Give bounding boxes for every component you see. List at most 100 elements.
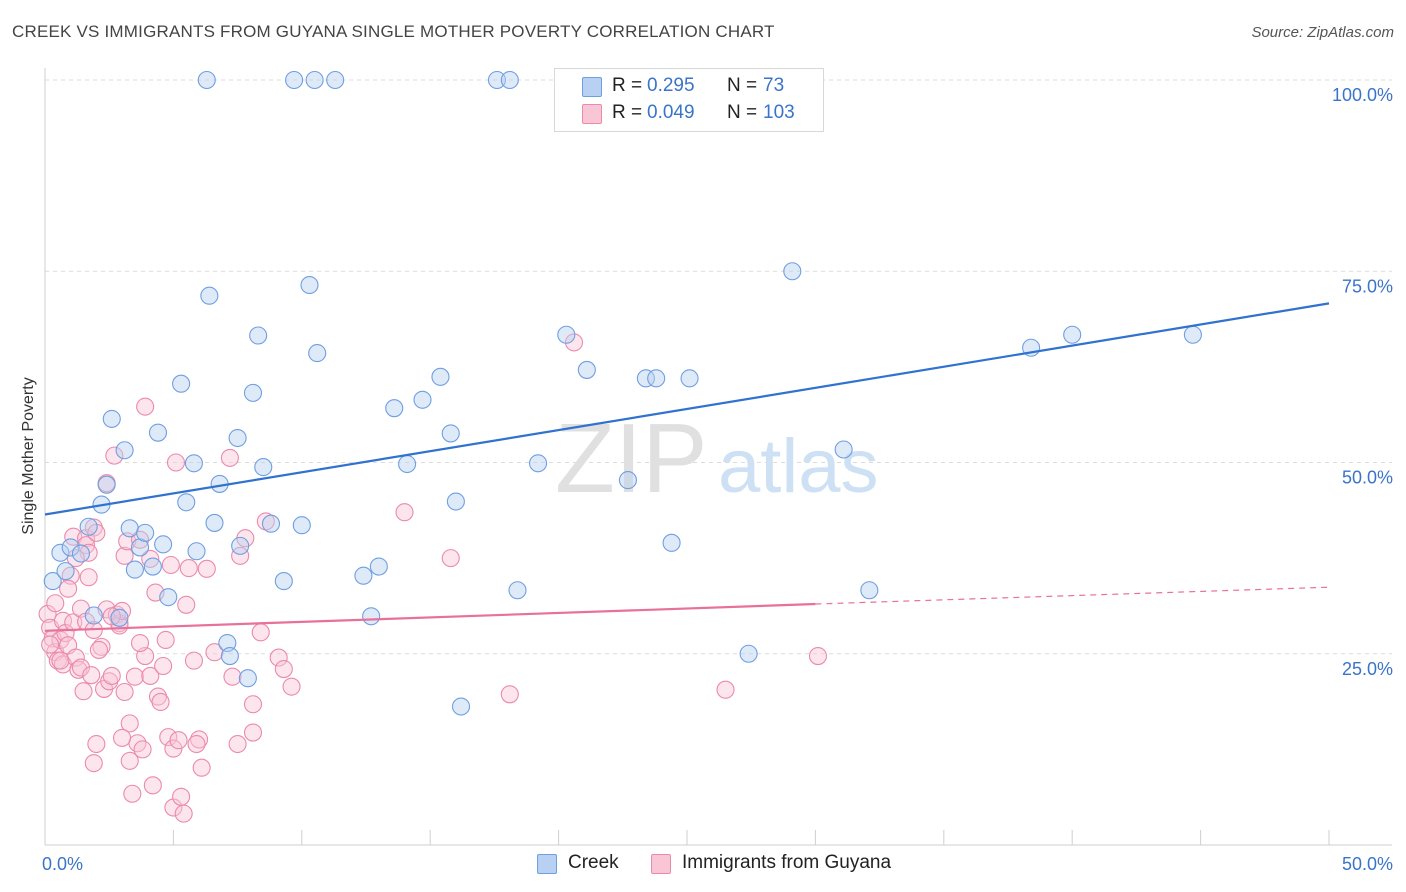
creek-point bbox=[441, 424, 460, 443]
guyana-point bbox=[184, 651, 203, 670]
guyana-point bbox=[164, 739, 183, 758]
creek-point bbox=[662, 533, 681, 552]
creek-point bbox=[261, 514, 281, 533]
creek-point bbox=[238, 669, 257, 688]
creek-point bbox=[500, 70, 519, 90]
creek-point bbox=[285, 70, 304, 90]
guyana-point bbox=[243, 695, 263, 714]
creek-point bbox=[154, 535, 173, 554]
axes bbox=[44, 68, 1392, 846]
legend-row-guyana: R = 0.049 N = 103 bbox=[555, 101, 823, 127]
creek-point bbox=[326, 70, 345, 90]
creek-point bbox=[860, 581, 879, 600]
guyana-point bbox=[151, 692, 170, 711]
guyana-point bbox=[564, 333, 584, 352]
creek-point bbox=[130, 538, 150, 557]
guyana-point bbox=[105, 446, 124, 465]
guyana-point bbox=[141, 666, 160, 685]
creek-point bbox=[305, 70, 324, 90]
source-label: Source: ZipAtlas.com bbox=[1251, 24, 1394, 41]
guyana-point bbox=[205, 643, 224, 662]
creek-point bbox=[148, 423, 168, 442]
guyana-point bbox=[120, 751, 139, 770]
guyana-point bbox=[161, 555, 180, 575]
guyana-point bbox=[282, 677, 301, 696]
creek-point bbox=[56, 562, 75, 581]
legend-n-label: N = bbox=[727, 75, 758, 96]
guyana-point bbox=[179, 559, 198, 578]
guyana-point bbox=[808, 646, 828, 666]
chart-title: CREEK VS IMMIGRANTS FROM GUYANA SINGLE M… bbox=[12, 22, 775, 41]
creek-point bbox=[243, 383, 263, 402]
creek-point bbox=[102, 409, 121, 428]
legend-r-label: R = bbox=[612, 75, 643, 96]
series-label-guyana: Immigrants from Guyana bbox=[682, 852, 892, 873]
creek-point bbox=[177, 493, 196, 512]
y-tick-label: 25.0% bbox=[1342, 659, 1393, 679]
guyana-point bbox=[115, 682, 134, 702]
guyana-point bbox=[395, 503, 414, 522]
creek-point bbox=[231, 536, 250, 555]
guyana-point bbox=[177, 595, 196, 614]
guyana-point bbox=[112, 601, 132, 620]
creek-point bbox=[205, 513, 224, 532]
creek-point bbox=[1063, 325, 1082, 344]
guyana-point bbox=[51, 651, 70, 670]
creek-point bbox=[618, 471, 637, 490]
series-label-creek: Creek bbox=[568, 852, 619, 873]
creek-point bbox=[487, 70, 507, 90]
legend-swatch-guyana bbox=[582, 104, 602, 124]
creek-point bbox=[1183, 325, 1202, 344]
guyana-point bbox=[59, 579, 78, 598]
guyana-point bbox=[228, 734, 247, 754]
guyana-point bbox=[269, 648, 288, 667]
legend-n-value: 103 bbox=[763, 102, 795, 123]
creek-point bbox=[249, 326, 268, 345]
guyana-point bbox=[159, 728, 178, 747]
creek-point bbox=[354, 566, 373, 585]
guyana-point bbox=[166, 453, 186, 472]
creek-point bbox=[362, 607, 381, 626]
guyana-trend-extension bbox=[815, 586, 1330, 605]
guyana-point bbox=[82, 666, 101, 685]
series-swatch-guyana bbox=[651, 854, 671, 874]
series-swatch-creek bbox=[537, 854, 557, 874]
legend-row-creek: R = 0.295 N = 73 bbox=[555, 74, 823, 100]
creek-point bbox=[220, 646, 239, 666]
guyana-point bbox=[243, 723, 263, 742]
guyana-point bbox=[136, 397, 155, 416]
creek-point bbox=[369, 557, 388, 576]
creek-point bbox=[529, 454, 548, 473]
guyana-point bbox=[500, 685, 519, 704]
guyana-point bbox=[251, 623, 270, 642]
creek-point bbox=[254, 458, 273, 477]
guyana-point bbox=[187, 734, 206, 754]
guyana-point bbox=[115, 546, 134, 565]
guyana-point bbox=[197, 559, 216, 578]
x-tick-label: 50.0% bbox=[1342, 854, 1393, 874]
creek-point bbox=[115, 441, 134, 460]
creek-point bbox=[451, 697, 471, 716]
creek-point bbox=[413, 390, 432, 409]
guyana-point bbox=[79, 568, 98, 587]
legend-n-label: N = bbox=[727, 102, 758, 123]
guyana-point bbox=[84, 754, 103, 773]
guyana-point bbox=[223, 667, 242, 686]
guyana-point bbox=[125, 667, 144, 686]
legend-r-value: 0.049 bbox=[647, 102, 695, 123]
creek-point bbox=[184, 454, 203, 473]
guyana-point bbox=[46, 594, 65, 613]
x-tick-label: 0.0% bbox=[42, 854, 83, 874]
legend-n-value: 73 bbox=[763, 75, 785, 96]
y-tick-label: 50.0% bbox=[1342, 468, 1393, 488]
y-tick-label: 100.0% bbox=[1332, 85, 1393, 105]
creek-point bbox=[187, 542, 206, 561]
guyana-point bbox=[74, 682, 93, 701]
creek-point bbox=[110, 608, 129, 627]
trend-lines bbox=[44, 302, 1330, 632]
creek-point bbox=[446, 492, 465, 511]
creek-point bbox=[508, 581, 527, 600]
guyana-point bbox=[133, 740, 152, 759]
creek-point bbox=[300, 275, 319, 295]
